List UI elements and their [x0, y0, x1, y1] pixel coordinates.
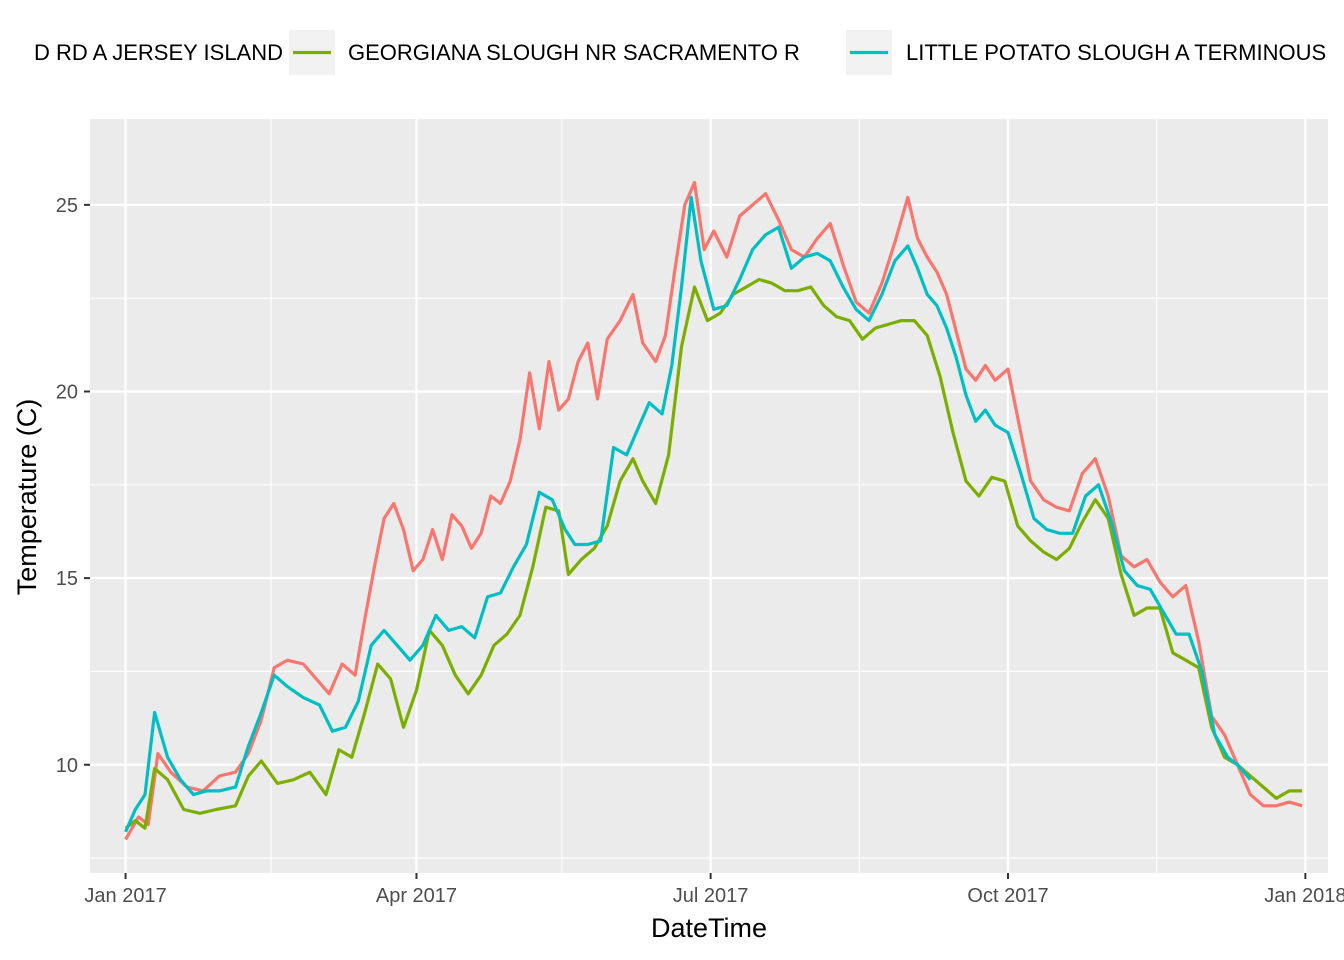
legend: D RD A JERSEY ISLAND GEORGIANA SLOUGH NR … — [34, 30, 1326, 75]
x-axis: Jan 2017 Apr 2017 Jul 2017 Oct 2017 Jan 2018 — [84, 873, 1344, 907]
plot-panel — [90, 119, 1328, 873]
x-axis-title: DateTime — [651, 913, 767, 943]
series-lines — [124, 180, 1303, 841]
series-line-0 — [124, 180, 1303, 841]
x-tick-label: Apr 2017 — [376, 885, 457, 907]
x-tick-label: Oct 2017 — [967, 885, 1048, 907]
minor-gridlines — [90, 119, 1328, 873]
series-line-2 — [124, 195, 1252, 833]
y-tick-label: 20 — [56, 381, 78, 403]
x-tick-label: Jul 2017 — [673, 885, 749, 907]
legend-item-1: GEORGIANA SLOUGH NR SACRAMENTO R — [289, 30, 800, 75]
legend-item-2: LITTLE POTATO SLOUGH A TERMINOUS — [846, 30, 1326, 75]
series-line-1 — [124, 277, 1303, 830]
x-tick-label: Jan 2018 — [1264, 885, 1344, 907]
x-tick-label: Jan 2017 — [84, 885, 166, 907]
y-tick-label: 15 — [56, 568, 78, 590]
legend-label: GEORGIANA SLOUGH NR SACRAMENTO R — [348, 40, 800, 65]
legend-item-0: D RD A JERSEY ISLAND — [34, 40, 283, 65]
y-tick-label: 10 — [56, 755, 78, 777]
legend-label: D RD A JERSEY ISLAND — [34, 40, 283, 65]
y-tick-label: 25 — [56, 195, 78, 217]
y-axis-title: Temperature (C) — [12, 399, 42, 596]
legend-label: LITTLE POTATO SLOUGH A TERMINOUS — [906, 40, 1326, 65]
y-axis: 10 15 20 25 — [56, 195, 90, 777]
